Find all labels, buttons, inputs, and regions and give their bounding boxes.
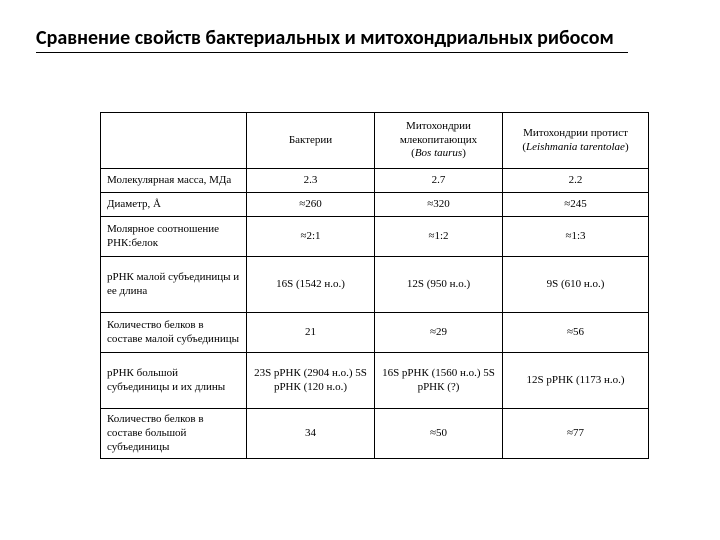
cell-value: 34 [247, 409, 375, 459]
cell-value: 21 [247, 313, 375, 353]
table-row: рРНК большой субъединицы и их длины23S р… [101, 353, 649, 409]
header-protist-species: Leishmania tarentolae [526, 141, 625, 153]
cell-value: ≈320 [375, 193, 503, 217]
cell-value: ≈245 [503, 193, 649, 217]
title-underline [36, 52, 628, 53]
row-label: Количество белков в составе малой субъед… [101, 313, 247, 353]
row-label: Диаметр, Å [101, 193, 247, 217]
header-mammal-line1: Митохондрии [406, 120, 471, 132]
row-label: рРНК малой субъединицы и ее длина [101, 257, 247, 313]
row-label: Молекулярная масса, МДа [101, 169, 247, 193]
table-header-row: Бактерии Митохондрии млекопитающих (Bos … [101, 113, 649, 169]
cell-value: 23S рРНК (2904 н.о.) 5S рРНК (120 н.о.) [247, 353, 375, 409]
header-protist-paren-close: ) [625, 141, 629, 153]
table-body: Молекулярная масса, МДа2.32.72.2Диаметр,… [101, 169, 649, 459]
cell-value: 9S (610 н.о.) [503, 257, 649, 313]
page-title: Сравнение свойств бактериальных и митохо… [36, 26, 614, 50]
table-row: Диаметр, Å≈260≈320≈245 [101, 193, 649, 217]
comparison-table-wrap: Бактерии Митохондрии млекопитающих (Bos … [100, 112, 648, 459]
cell-value: ≈1:3 [503, 217, 649, 257]
cell-value: 12S (950 н.о.) [375, 257, 503, 313]
row-label: рРНК большой субъединицы и их длины [101, 353, 247, 409]
cell-value: ≈56 [503, 313, 649, 353]
cell-value: ≈1:2 [375, 217, 503, 257]
cell-value: 16S рРНК (1560 н.о.) 5S рРНК (?) [375, 353, 503, 409]
cell-value: 16S (1542 н.о.) [247, 257, 375, 313]
cell-value: 12S рРНК (1173 н.о.) [503, 353, 649, 409]
cell-value: ≈2:1 [247, 217, 375, 257]
cell-value: 2.7 [375, 169, 503, 193]
cell-value: 2.2 [503, 169, 649, 193]
table-row: Количество белков в составе малой субъед… [101, 313, 649, 353]
header-mammal-mito: Митохондрии млекопитающих (Bos taurus) [375, 113, 503, 169]
table-row: Количество белков в составе большой субъ… [101, 409, 649, 459]
header-protist-line1: Митохондрии протист [523, 127, 628, 139]
header-mammal-line2: млекопитающих [400, 134, 477, 146]
header-blank [101, 113, 247, 169]
row-label: Количество белков в составе большой субъ… [101, 409, 247, 459]
row-label: Молярное соотношение РНК:белок [101, 217, 247, 257]
table-row: Молекулярная масса, МДа2.32.72.2 [101, 169, 649, 193]
table-row: Молярное соотношение РНК:белок≈2:1≈1:2≈1… [101, 217, 649, 257]
comparison-table: Бактерии Митохондрии млекопитающих (Bos … [100, 112, 649, 459]
header-bacteria: Бактерии [247, 113, 375, 169]
cell-value: 2.3 [247, 169, 375, 193]
header-protist-mito: Митохондрии протист (Leishmania tarentol… [503, 113, 649, 169]
cell-value: ≈29 [375, 313, 503, 353]
cell-value: ≈77 [503, 409, 649, 459]
header-mammal-paren-close: ) [462, 147, 466, 159]
cell-value: ≈50 [375, 409, 503, 459]
table-row: рРНК малой субъединицы и ее длина16S (15… [101, 257, 649, 313]
cell-value: ≈260 [247, 193, 375, 217]
header-mammal-species: Bos taurus [415, 147, 462, 159]
